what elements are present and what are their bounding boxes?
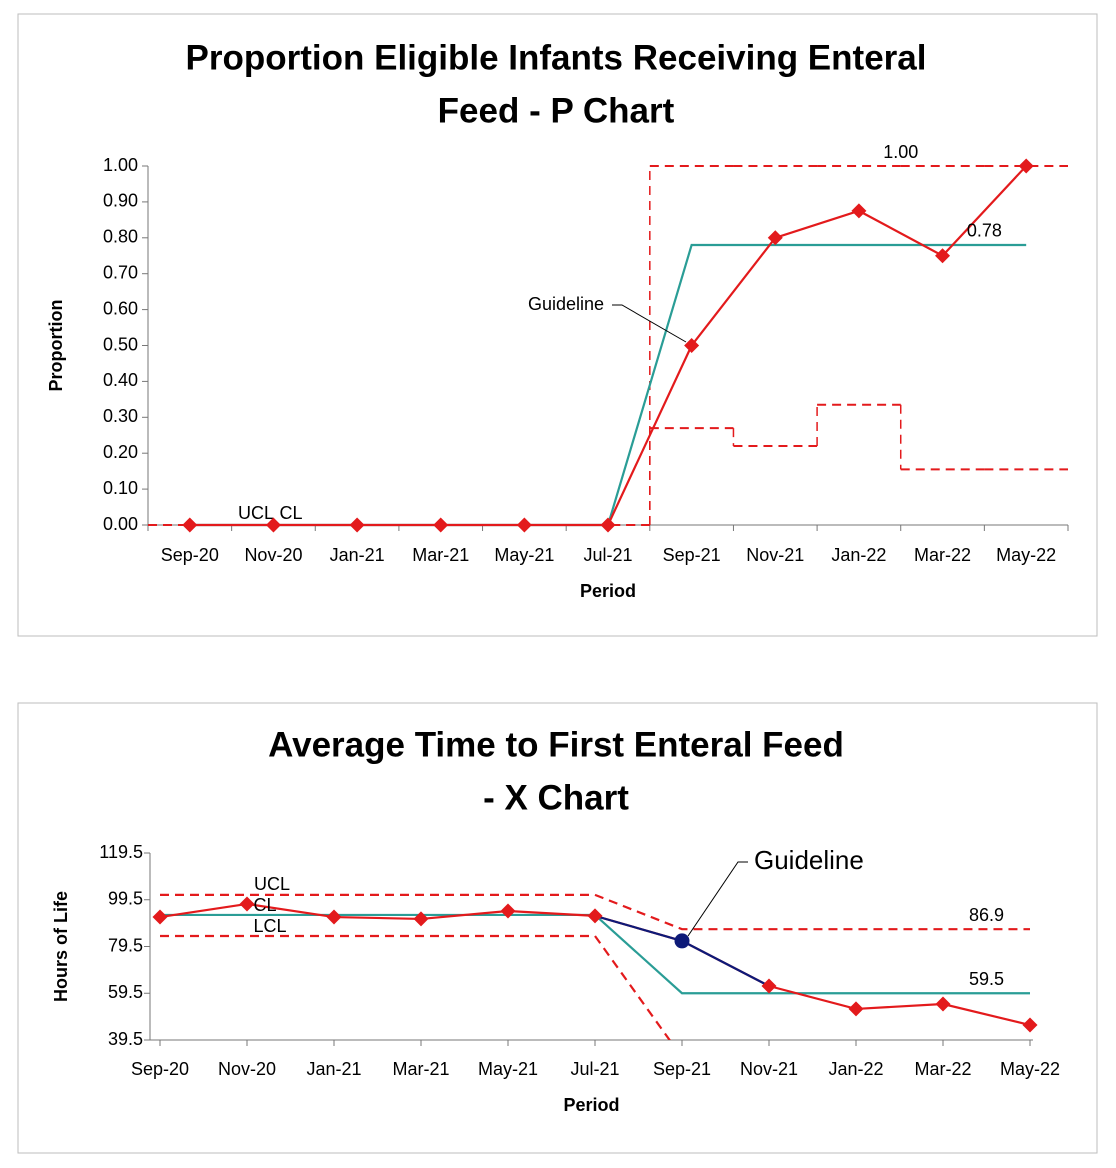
x-tick-label: Nov-20 [244, 545, 302, 565]
annotation-leader [612, 304, 687, 343]
data-point [516, 517, 532, 533]
chart-title: Proportion Eligible Infants Receiving En… [186, 38, 927, 77]
x-tick-label: May-21 [478, 1059, 538, 1079]
y-tick-label: 0.30 [103, 406, 138, 426]
line-label: CL [279, 503, 302, 523]
y-tick-label: 0.00 [103, 514, 138, 534]
chart-title: Feed - P Chart [438, 91, 675, 130]
x-tick-label: Sep-21 [663, 545, 721, 565]
y-tick-label: 0.60 [103, 298, 138, 318]
data-point [851, 203, 867, 219]
y-tick-label: 0.40 [103, 370, 138, 390]
x-tick-label: Mar-21 [412, 545, 469, 565]
x-tick-label: Nov-21 [740, 1059, 798, 1079]
y-axis-title: Hours of Life [51, 891, 71, 1002]
series-segment [594, 914, 683, 942]
line-label: LCL [253, 916, 286, 936]
y-tick-label: 79.5 [108, 935, 143, 955]
data-point [265, 517, 281, 533]
annotation: Guideline [754, 845, 864, 875]
chart-title: - X Chart [483, 778, 629, 817]
x-tick-label: Sep-21 [653, 1059, 711, 1079]
data-point [182, 517, 198, 533]
data-point [349, 517, 365, 533]
x-tick-label: Nov-20 [218, 1059, 276, 1079]
chart-title: Average Time to First Enteral Feed [268, 725, 844, 764]
value-label: 1.00 [883, 142, 918, 162]
x-axis-title: Period [580, 581, 636, 601]
y-tick-label: 0.10 [103, 478, 138, 498]
data-point [761, 978, 777, 994]
value-label: 0.78 [967, 221, 1002, 241]
data-point [674, 933, 690, 949]
x-axis-title: Period [563, 1095, 619, 1115]
data-point [935, 996, 951, 1012]
x-tick-label: May-22 [996, 545, 1056, 565]
data-point [848, 1001, 864, 1017]
line-label: UCL [238, 503, 274, 523]
x-tick-label: Jul-21 [570, 1059, 619, 1079]
value-label: 59.5 [969, 969, 1004, 989]
data-point [433, 517, 449, 533]
x-tick-label: Sep-20 [131, 1059, 189, 1079]
annotation-leader [687, 861, 748, 937]
y-tick-label: 39.5 [108, 1029, 143, 1049]
x-tick-label: Nov-21 [746, 545, 804, 565]
y-tick-label: 99.5 [108, 889, 143, 909]
x-tick-label: May-21 [494, 545, 554, 565]
y-tick-label: 0.80 [103, 227, 138, 247]
y-axis-title: Proportion [46, 300, 66, 392]
chart-frame [17, 702, 1098, 1154]
data-point [935, 248, 951, 264]
series-segment [681, 939, 770, 987]
x-tick-label: Jan-22 [831, 545, 886, 565]
x-tick-label: Sep-20 [161, 545, 219, 565]
chart-frame [17, 13, 1098, 637]
x-tick-label: Mar-22 [914, 1059, 971, 1079]
y-tick-label: 119.5 [99, 842, 143, 862]
x-tick-label: Mar-21 [392, 1059, 449, 1079]
x-tick-label: Jul-21 [583, 545, 632, 565]
data-point [413, 911, 429, 927]
y-tick-label: 59.5 [108, 982, 143, 1002]
x-tick-label: Jan-22 [828, 1059, 883, 1079]
line-label: UCL [254, 874, 290, 894]
data-point [152, 909, 168, 925]
y-tick-label: 0.90 [103, 191, 138, 211]
data-point [1022, 1017, 1038, 1033]
data-point [684, 338, 700, 353]
x-tick-label: Jan-21 [306, 1059, 361, 1079]
x-tick-label: May-22 [1000, 1059, 1060, 1079]
annotation: Guideline [528, 294, 604, 314]
data-point [587, 908, 603, 924]
data-point [326, 909, 342, 925]
x-tick-label: Jan-21 [330, 545, 385, 565]
line-label: CL [253, 895, 276, 915]
data-point [600, 517, 616, 533]
data-point [1018, 158, 1034, 174]
x-tick-label: Mar-22 [914, 545, 971, 565]
data-point [239, 896, 255, 912]
y-tick-label: 0.50 [103, 334, 138, 354]
data-point [767, 230, 783, 246]
value-label: 86.9 [969, 905, 1004, 925]
y-tick-label: 1.00 [103, 155, 138, 175]
data-point [500, 903, 516, 919]
y-tick-label: 0.20 [103, 442, 138, 462]
y-tick-label: 0.70 [103, 262, 138, 282]
